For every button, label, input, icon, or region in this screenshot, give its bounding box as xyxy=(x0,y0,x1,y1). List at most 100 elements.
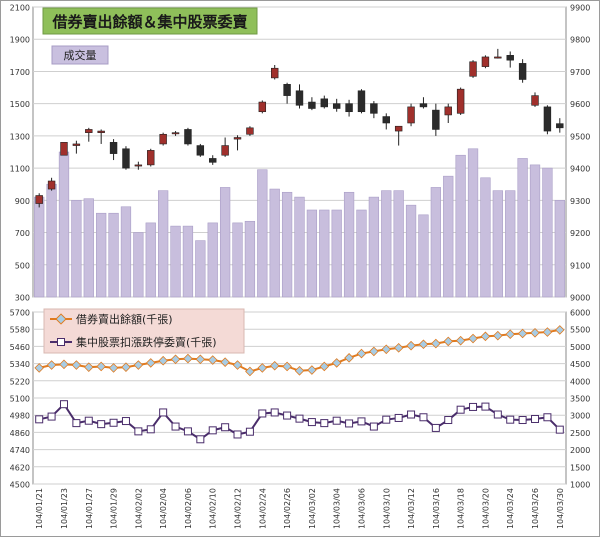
volume-bar xyxy=(443,175,454,298)
bottom-right-tick-label: 1500 xyxy=(570,463,590,472)
lending-point xyxy=(294,365,305,376)
candle-body xyxy=(35,195,43,204)
top-left-tick-label: 500 xyxy=(15,261,30,270)
bottom-left-tick-label: 4860 xyxy=(10,429,30,438)
sell-point xyxy=(456,405,465,414)
top-right-tick-label: 9500 xyxy=(570,132,590,141)
volume-bar xyxy=(58,151,70,298)
sell-point xyxy=(221,423,230,432)
candle-body xyxy=(159,133,167,145)
bottom-left-tick-label: 5220 xyxy=(10,377,30,386)
lending-point xyxy=(443,336,454,347)
volume-bar xyxy=(467,148,479,298)
bottom-left-tick-label: 5580 xyxy=(10,326,30,335)
volume-bar xyxy=(430,187,441,298)
sell-point xyxy=(159,408,168,417)
lending-point xyxy=(418,339,429,350)
legend-sell-label: 集中股票扣漲跌停委賣(千張) xyxy=(76,335,217,349)
lending-point xyxy=(369,346,379,357)
candle-body xyxy=(283,84,291,96)
bottom-right-tick-label: 1000 xyxy=(570,481,590,490)
candle-body xyxy=(556,123,564,129)
candle-body xyxy=(271,67,279,79)
lending-point xyxy=(71,360,82,370)
volume-bar xyxy=(219,187,231,298)
sell-point xyxy=(59,400,68,409)
volume-bar xyxy=(381,190,392,298)
candle-body xyxy=(109,142,118,154)
volume-bar xyxy=(71,200,82,298)
volume-bar xyxy=(34,196,45,298)
volume-bar xyxy=(331,209,342,298)
candle-body xyxy=(357,90,366,113)
volume-bar xyxy=(158,190,169,298)
date-tick-label: 104/02/24 xyxy=(258,488,267,529)
date-tick-label: 104/02/12 xyxy=(234,488,243,529)
sell-point xyxy=(369,422,378,431)
volume-bar xyxy=(108,212,119,298)
date-tick-label: 104/03/20 xyxy=(481,488,490,529)
date-tick-label: 104/03/16 xyxy=(432,488,441,529)
sell-point xyxy=(345,419,354,428)
top-left-tick-label: 900 xyxy=(15,197,30,206)
volume-bar xyxy=(393,190,404,298)
lending-point xyxy=(517,328,528,339)
top-left-tick-label: 1500 xyxy=(10,100,30,109)
bottom-right-tick-label: 4000 xyxy=(570,377,590,386)
candle-body xyxy=(258,101,267,113)
volume-label: 成交量 xyxy=(64,48,97,62)
lending-point xyxy=(195,354,206,365)
date-tick-label: 104/03/24 xyxy=(506,488,515,529)
bottom-right-tick-label: 3000 xyxy=(570,412,590,421)
top-right-tick-label: 9400 xyxy=(570,165,590,174)
lending-point xyxy=(59,359,69,370)
lending-point xyxy=(505,329,516,340)
sell-point xyxy=(283,411,292,420)
lending-point xyxy=(307,365,317,375)
lending-point xyxy=(207,355,218,365)
volume-bar xyxy=(405,204,417,298)
lending-point xyxy=(282,361,292,372)
lending-point xyxy=(319,361,330,372)
candle-body xyxy=(85,129,93,133)
candle-body xyxy=(419,103,428,108)
lending-point xyxy=(96,361,106,372)
lending-point xyxy=(83,362,94,372)
sell-point xyxy=(258,409,267,418)
volume-bar xyxy=(505,190,516,298)
line-series xyxy=(34,325,565,444)
sell-point xyxy=(382,415,391,424)
sell-point xyxy=(481,402,490,411)
candle-body xyxy=(382,116,390,124)
volume-bar xyxy=(517,158,528,298)
volume-bar xyxy=(542,167,553,298)
candle-body xyxy=(122,148,130,169)
candle-body xyxy=(518,63,527,80)
top-right-tick-label: 9700 xyxy=(570,68,590,77)
volume-bar xyxy=(480,177,491,298)
volume-bar xyxy=(120,206,132,298)
bottom-left-tick-label: 5100 xyxy=(10,395,30,404)
legend-box xyxy=(43,308,245,354)
legend-sell-swatch-marker xyxy=(57,338,65,346)
candle-body xyxy=(233,137,242,140)
sell-point xyxy=(444,416,453,425)
lending-point xyxy=(269,360,280,371)
lending-point xyxy=(393,343,404,353)
volume-bar xyxy=(343,191,355,298)
lending-point xyxy=(170,354,181,365)
volume-bar xyxy=(232,222,243,298)
sell-point xyxy=(531,414,540,423)
sell-point xyxy=(183,427,192,436)
sell-point xyxy=(84,416,93,425)
lending-point xyxy=(431,338,441,349)
lending-point xyxy=(46,360,57,370)
bottom-right-tick-label: 2500 xyxy=(570,429,590,438)
date-tick-label: 104/03/26 xyxy=(531,488,540,529)
top-left-tick-label: 1300 xyxy=(10,132,30,141)
lending-point xyxy=(34,363,45,373)
legend-lending-swatch-marker xyxy=(55,313,67,325)
date-tick-label: 104/03/30 xyxy=(556,488,565,529)
